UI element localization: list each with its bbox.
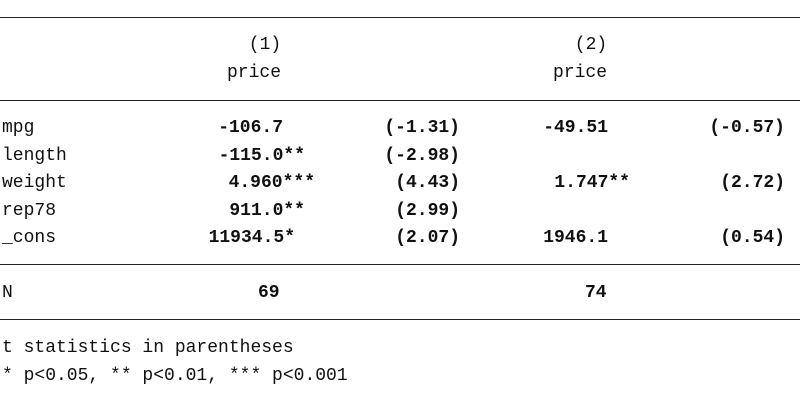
row-label: weight: [2, 173, 67, 194]
row-label: _cons: [2, 228, 57, 249]
top-rule: [0, 17, 800, 18]
coefficient: 1.747**: [554, 173, 630, 194]
coefficient: 11934.5*: [208, 228, 295, 249]
t-statistic: (-2.98): [384, 145, 460, 166]
coefficient: 4.960***: [228, 173, 315, 194]
row-label: length: [2, 145, 67, 166]
coefficient: 911.0**: [229, 200, 305, 221]
row-label: N: [2, 283, 13, 303]
t-statistic: (4.43): [395, 173, 460, 194]
note: * p<0.05, ** p<0.01, *** p<0.001: [2, 366, 348, 386]
t-statistic: (2.72): [720, 173, 785, 194]
header-rule: [0, 100, 800, 101]
n-value: 69: [258, 283, 280, 303]
note: t statistics in parentheses: [2, 338, 294, 358]
column-number: (1): [248, 35, 282, 55]
t-statistic: (2.99): [395, 200, 460, 221]
t-statistic: (0.54): [720, 228, 785, 249]
t-statistic: (-0.57): [709, 118, 785, 138]
bottom-rule: [0, 319, 800, 320]
coefficient: -106.7: [218, 118, 283, 138]
coefficient: 1946.1: [543, 228, 608, 249]
body-rule: [0, 264, 800, 265]
row-label: rep78: [2, 200, 57, 221]
coefficient: -115.0**: [218, 145, 305, 166]
column-number: (2): [574, 35, 608, 55]
t-statistic: (-1.31): [384, 118, 460, 138]
n-value: 74: [585, 283, 607, 303]
column-depvar: price: [552, 63, 607, 83]
column-depvar: price: [226, 63, 281, 83]
t-statistic: (2.07): [395, 228, 460, 249]
row-label: mpg: [2, 118, 35, 138]
coefficient: -49.51: [543, 118, 608, 138]
